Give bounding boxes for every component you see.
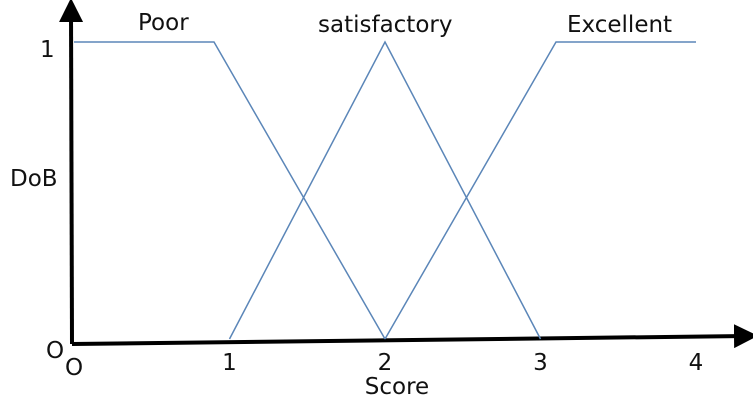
y-origin-label: O xyxy=(46,338,64,364)
x-tick-label-3: 3 xyxy=(533,350,548,376)
series-line-poor xyxy=(74,41,386,340)
x-origin-label: O xyxy=(65,355,83,381)
y-axis-label: DoB xyxy=(10,166,58,192)
x-axis-label: Score xyxy=(365,374,429,400)
series-label-excellent: Excellent xyxy=(567,12,672,38)
series-label-poor: Poor xyxy=(138,10,189,36)
x-tick-label-2: 2 xyxy=(378,350,393,376)
x-tick-label-1: 1 xyxy=(222,350,237,376)
x-tick-label-4: 4 xyxy=(689,350,704,376)
series-line-satisfactory xyxy=(228,40,542,340)
y-tick-label-1: 1 xyxy=(40,37,55,63)
y-axis xyxy=(59,0,84,345)
series-layer xyxy=(74,40,696,340)
x-axis xyxy=(71,324,753,349)
x-tick-layer: 1 2 3 4 xyxy=(222,350,703,376)
series-label-satisfactory: satisfactory xyxy=(318,12,452,38)
series-line-excellent xyxy=(384,41,696,340)
